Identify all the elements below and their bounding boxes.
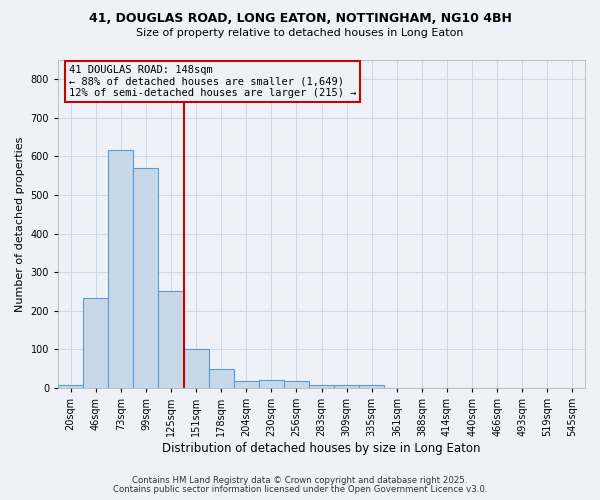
Bar bbox=[133, 168, 158, 388]
Bar bbox=[58, 385, 83, 388]
Text: Size of property relative to detached houses in Long Eaton: Size of property relative to detached ho… bbox=[136, 28, 464, 38]
Bar bbox=[359, 386, 384, 388]
Text: Contains HM Land Registry data © Crown copyright and database right 2025.: Contains HM Land Registry data © Crown c… bbox=[132, 476, 468, 485]
Bar bbox=[83, 298, 108, 388]
Bar bbox=[209, 368, 234, 388]
Bar bbox=[108, 150, 133, 388]
X-axis label: Distribution of detached houses by size in Long Eaton: Distribution of detached houses by size … bbox=[162, 442, 481, 455]
Bar bbox=[309, 385, 334, 388]
Bar bbox=[284, 381, 309, 388]
Text: 41 DOUGLAS ROAD: 148sqm
← 88% of detached houses are smaller (1,649)
12% of semi: 41 DOUGLAS ROAD: 148sqm ← 88% of detache… bbox=[68, 65, 356, 98]
Text: Contains public sector information licensed under the Open Government Licence v3: Contains public sector information licen… bbox=[113, 485, 487, 494]
Bar bbox=[234, 381, 259, 388]
Y-axis label: Number of detached properties: Number of detached properties bbox=[15, 136, 25, 312]
Text: 41, DOUGLAS ROAD, LONG EATON, NOTTINGHAM, NG10 4BH: 41, DOUGLAS ROAD, LONG EATON, NOTTINGHAM… bbox=[89, 12, 511, 26]
Bar bbox=[158, 291, 184, 388]
Bar bbox=[334, 386, 359, 388]
Bar bbox=[259, 380, 284, 388]
Bar bbox=[184, 350, 209, 388]
